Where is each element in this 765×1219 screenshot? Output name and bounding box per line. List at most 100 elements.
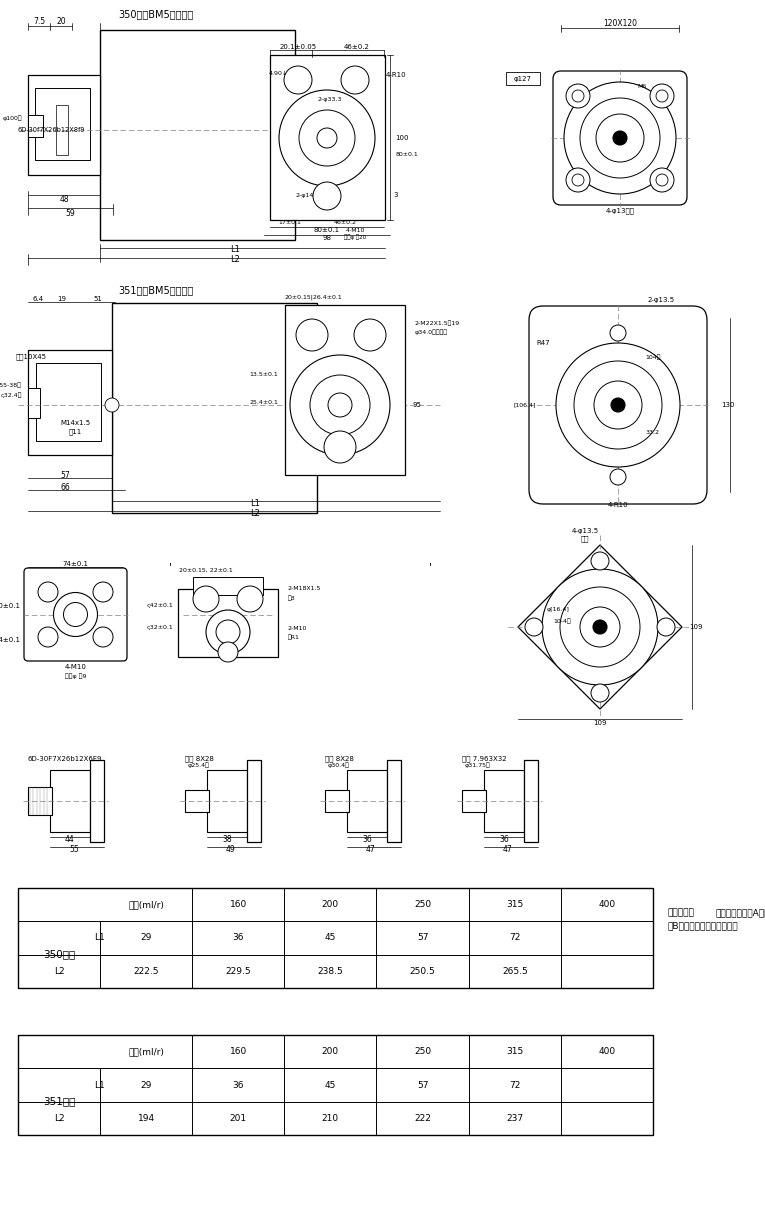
Text: M14x1.5: M14x1.5 <box>60 421 90 425</box>
Text: ς42±0.1: ς42±0.1 <box>146 602 173 607</box>
Text: ς32.4㎎: ς32.4㎎ <box>1 393 22 397</box>
Text: 109: 109 <box>689 624 703 630</box>
Text: φ[16.4]: φ[16.4] <box>546 607 569 612</box>
Text: 2-M18X1.5: 2-M18X1.5 <box>288 586 321 591</box>
Circle shape <box>290 355 390 455</box>
Text: L1: L1 <box>250 499 260 507</box>
Text: 222: 222 <box>414 1114 431 1123</box>
Text: 109: 109 <box>593 720 607 727</box>
Text: 45: 45 <box>324 1080 336 1090</box>
Text: 55: 55 <box>69 846 79 855</box>
Circle shape <box>63 602 87 627</box>
Text: L2: L2 <box>54 967 64 976</box>
Text: 36: 36 <box>233 934 244 942</box>
Bar <box>484 770 524 833</box>
Text: 400: 400 <box>598 900 616 909</box>
Circle shape <box>542 569 658 685</box>
Text: 80±0.1: 80±0.1 <box>314 227 340 233</box>
Bar <box>387 759 401 842</box>
Text: 4-M10: 4-M10 <box>345 228 365 233</box>
Circle shape <box>105 397 119 412</box>
Text: 265.5: 265.5 <box>502 967 528 976</box>
Text: 351系列BM5擺線馬達: 351系列BM5擺線馬達 <box>118 285 194 295</box>
Text: 排量(ml/r): 排量(ml/r) <box>129 900 164 909</box>
Circle shape <box>574 361 662 449</box>
Bar <box>28 787 52 816</box>
Text: 4.90↓: 4.90↓ <box>269 71 288 76</box>
Text: L2: L2 <box>230 256 240 265</box>
Text: ς32±0.1: ς32±0.1 <box>146 624 173 629</box>
Text: 4-φ13.5: 4-φ13.5 <box>571 528 598 534</box>
Text: φ82/55-38段: φ82/55-38段 <box>0 383 22 388</box>
Text: [106.4]: [106.4] <box>513 402 536 407</box>
Text: 50±0.1: 50±0.1 <box>0 603 20 610</box>
Circle shape <box>313 182 341 210</box>
Text: 4-M10: 4-M10 <box>64 664 86 670</box>
Circle shape <box>566 168 590 193</box>
Text: ': ' <box>428 562 431 572</box>
Text: 74±0.1: 74±0.1 <box>63 561 89 567</box>
Text: 250: 250 <box>414 900 431 909</box>
Circle shape <box>38 627 58 647</box>
Text: 7.5: 7.5 <box>33 17 45 27</box>
Circle shape <box>613 130 627 145</box>
Text: 標準旋向：: 標準旋向： <box>668 908 695 918</box>
Text: 3: 3 <box>394 193 399 197</box>
Circle shape <box>594 382 642 429</box>
Text: 80±0.1: 80±0.1 <box>396 152 418 157</box>
Bar <box>178 589 278 657</box>
Text: L1: L1 <box>95 1080 106 1090</box>
Text: 20.1±0.05: 20.1±0.05 <box>279 44 317 50</box>
FancyBboxPatch shape <box>24 568 127 661</box>
Text: 29: 29 <box>141 934 151 942</box>
Text: 351系列: 351系列 <box>43 1097 75 1107</box>
Text: 66: 66 <box>60 483 70 491</box>
Text: 淸11: 淸11 <box>68 429 82 435</box>
Circle shape <box>572 174 584 187</box>
Circle shape <box>525 618 543 636</box>
Circle shape <box>611 397 625 412</box>
Text: 250.5: 250.5 <box>410 967 435 976</box>
Text: 4-R10: 4-R10 <box>607 502 628 508</box>
Bar <box>28 350 112 455</box>
Text: 4-R10: 4-R10 <box>386 72 406 78</box>
Text: 59: 59 <box>65 210 75 218</box>
Circle shape <box>54 592 97 636</box>
Text: L2: L2 <box>54 1114 64 1123</box>
Text: 末端φ 淸20: 末端φ 淸20 <box>344 234 366 240</box>
Text: 45: 45 <box>324 934 336 942</box>
Circle shape <box>650 168 674 193</box>
Text: 20±0.15|26.4±0.1: 20±0.15|26.4±0.1 <box>284 294 342 300</box>
Bar <box>325 790 349 812</box>
Bar <box>56 105 68 155</box>
Text: 194: 194 <box>138 1114 155 1123</box>
Text: 315: 315 <box>506 900 523 909</box>
Circle shape <box>328 393 352 417</box>
Text: φ127: φ127 <box>514 76 532 82</box>
FancyBboxPatch shape <box>553 71 687 205</box>
Text: 平锫 8X28: 平锫 8X28 <box>185 756 214 762</box>
Text: 160: 160 <box>230 1047 247 1056</box>
Text: 4-φ13等孔: 4-φ13等孔 <box>606 207 634 215</box>
Bar <box>506 72 540 85</box>
Bar <box>28 76 100 176</box>
Text: 315: 315 <box>506 1047 523 1056</box>
Bar <box>270 55 385 219</box>
Circle shape <box>596 115 644 162</box>
Circle shape <box>560 588 640 667</box>
Text: 排量(ml/r): 排量(ml/r) <box>129 1047 164 1056</box>
Text: 20: 20 <box>56 17 66 27</box>
Text: 平锨10X45: 平锨10X45 <box>16 354 47 361</box>
Text: 33.2: 33.2 <box>646 430 660 435</box>
Text: 2-φ33.3: 2-φ33.3 <box>317 98 342 102</box>
Circle shape <box>591 684 609 702</box>
Circle shape <box>564 82 676 194</box>
Text: 98: 98 <box>323 235 331 241</box>
Text: 350系列: 350系列 <box>43 950 75 959</box>
Circle shape <box>591 552 609 570</box>
Text: R47: R47 <box>536 340 550 346</box>
Text: 201: 201 <box>230 1114 247 1123</box>
Circle shape <box>354 319 386 351</box>
Circle shape <box>656 90 668 102</box>
Circle shape <box>593 620 607 634</box>
